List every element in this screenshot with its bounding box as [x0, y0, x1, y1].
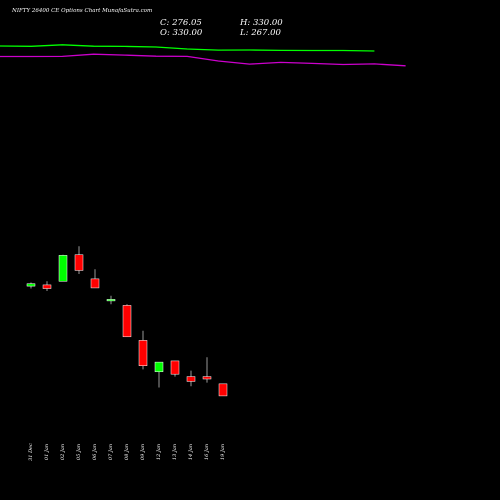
candle-31-dec [26, 282, 36, 289]
candle-body [170, 360, 180, 375]
x-tick-label: 09 Jan [140, 444, 146, 460]
candle-body [42, 284, 52, 289]
x-tick-label: 13 Jan [172, 444, 178, 460]
candle-02-jan [58, 254, 68, 282]
candle-19-jan [218, 383, 228, 397]
x-tick-label: 14 Jan [188, 444, 194, 460]
candle-body [186, 376, 196, 382]
candle-body [122, 305, 132, 338]
candle-08-jan [122, 304, 132, 338]
x-tick-label: 31 Dec [28, 443, 34, 461]
x-tick-label: 08 Jan [124, 444, 130, 460]
candle-body [26, 283, 36, 287]
candle-14-jan [186, 370, 196, 387]
high-value: H: 330.00 [240, 18, 283, 28]
candle-05-jan [74, 246, 84, 275]
candle-body [202, 376, 212, 380]
candle-06-jan [90, 269, 100, 289]
candle-body [74, 254, 84, 271]
candle-13-jan [170, 360, 180, 377]
candle-16-jan [202, 357, 212, 383]
x-tick-label: 02 Jan [60, 444, 66, 460]
x-tick-label: 05 Jan [76, 444, 82, 460]
x-tick-label: 01 Jan [44, 444, 50, 460]
x-tick-label: 16 Jan [204, 444, 210, 460]
low-value: L: 267.00 [240, 28, 281, 38]
indicator-line-2 [0, 53, 406, 67]
candle-07-jan [106, 295, 116, 305]
candle-body [218, 383, 228, 397]
candle-body [138, 340, 148, 366]
candle-12-jan [154, 361, 164, 388]
x-tick-label: 12 Jan [156, 444, 162, 460]
open-value: O: 330.00 [160, 28, 203, 38]
chart-title: NIFTY 26400 CE Options Chart MunafaSutra… [12, 8, 153, 14]
x-tick-label: 06 Jan [92, 444, 98, 460]
close-value: C: 276.05 [160, 18, 202, 28]
x-tick-label: 07 Jan [108, 444, 114, 460]
candle-body [90, 278, 100, 289]
candle-body [154, 361, 164, 373]
x-tick-label: 19 Jan [220, 444, 226, 460]
candle-body [106, 299, 116, 302]
candle-body [58, 255, 68, 282]
indicator-line-1 [0, 44, 375, 52]
candle-01-jan [42, 281, 52, 291]
candle-09-jan [138, 330, 148, 370]
